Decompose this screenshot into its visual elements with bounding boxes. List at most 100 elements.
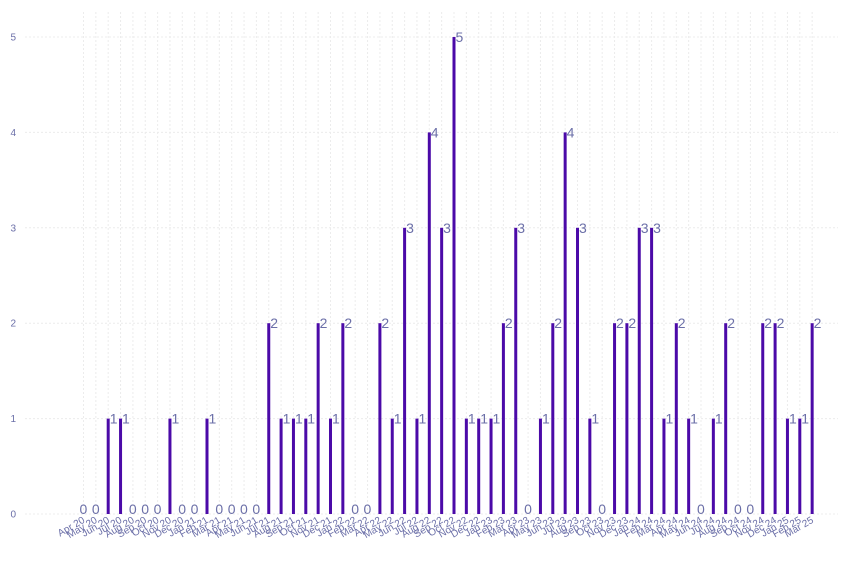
- data-label: 1: [171, 411, 179, 427]
- data-label: 4: [567, 124, 575, 140]
- data-label: 2: [270, 315, 278, 331]
- data-label: 4: [431, 124, 439, 140]
- grid-lines: [25, 12, 838, 515]
- bar: [291, 418, 295, 514]
- y-tick-label: 0: [10, 510, 16, 521]
- data-label: 2: [628, 315, 636, 331]
- bar: [810, 323, 814, 514]
- data-label: 3: [579, 220, 587, 236]
- bar: [168, 418, 172, 514]
- data-label: 3: [641, 220, 649, 236]
- data-label: 1: [493, 411, 501, 427]
- data-label: 0: [228, 501, 236, 517]
- data-label: 1: [332, 411, 340, 427]
- bar: [711, 418, 715, 514]
- y-tick-label: 2: [10, 319, 16, 330]
- bar: [489, 418, 493, 514]
- data-label: 0: [141, 501, 149, 517]
- data-label: 1: [110, 411, 118, 427]
- bar: [329, 418, 332, 514]
- bar: [205, 418, 209, 514]
- bar: [514, 227, 518, 515]
- y-tick-label: 3: [10, 223, 16, 234]
- data-label: 0: [252, 501, 260, 517]
- data-label: 0: [746, 501, 754, 517]
- bar: [440, 227, 444, 515]
- bar: [316, 323, 320, 514]
- y-tick-label: 1: [10, 414, 16, 425]
- data-label: 0: [129, 501, 137, 517]
- bar: [304, 418, 308, 514]
- data-label: 0: [215, 501, 223, 517]
- data-label: 0: [734, 501, 742, 517]
- data-label: 1: [394, 411, 402, 427]
- data-label: 0: [178, 501, 186, 517]
- bar: [687, 418, 691, 514]
- y-tick-label: 4: [10, 128, 16, 139]
- data-label: 2: [554, 315, 562, 331]
- data-label: 2: [764, 315, 772, 331]
- data-label: 0: [598, 501, 606, 517]
- bar: [650, 227, 654, 515]
- data-label: 2: [814, 315, 822, 331]
- bar: [551, 323, 555, 514]
- bar: [724, 323, 728, 514]
- bar: [464, 418, 468, 514]
- data-label: 0: [80, 501, 88, 517]
- bar: [538, 418, 542, 514]
- data-label: 0: [154, 501, 162, 517]
- bar: [761, 323, 765, 514]
- bar: [563, 132, 567, 514]
- data-label: 2: [727, 315, 735, 331]
- bars: [106, 37, 814, 515]
- bar: [662, 418, 666, 514]
- data-label: 5: [456, 29, 464, 45]
- data-label: 1: [480, 411, 488, 427]
- bar: [106, 418, 110, 514]
- bar: [452, 37, 456, 514]
- data-label: 1: [690, 411, 698, 427]
- data-label: 1: [122, 411, 130, 427]
- data-label: 1: [789, 411, 797, 427]
- data-label: 2: [678, 315, 686, 331]
- bar: [674, 323, 678, 514]
- data-label: 1: [283, 411, 291, 427]
- data-label: 1: [542, 411, 550, 427]
- data-label: 1: [801, 411, 809, 427]
- bar: [477, 418, 481, 514]
- data-label: 1: [209, 411, 217, 427]
- data-label: 0: [191, 501, 199, 517]
- data-label: 0: [524, 501, 532, 517]
- data-label: 2: [320, 315, 328, 331]
- data-label: 1: [715, 411, 723, 427]
- bar: [588, 418, 592, 514]
- bar: [390, 418, 394, 514]
- bar: [501, 323, 505, 514]
- data-label: 0: [351, 501, 359, 517]
- data-label: 2: [344, 315, 352, 331]
- data-label: 2: [505, 315, 513, 331]
- bar: [403, 227, 407, 515]
- bar: [576, 227, 579, 515]
- data-label: 0: [364, 501, 372, 517]
- bar: [625, 323, 629, 514]
- data-label: 0: [92, 501, 100, 517]
- data-label: 1: [307, 411, 315, 427]
- data-label: 3: [406, 220, 414, 236]
- bar: [279, 418, 283, 514]
- y-tick-label: 5: [10, 33, 16, 44]
- data-label: 3: [653, 220, 661, 236]
- data-label: 2: [381, 315, 389, 331]
- data-label: 1: [468, 411, 476, 427]
- data-label: 0: [240, 501, 248, 517]
- data-label: 3: [443, 220, 451, 236]
- bar: [378, 323, 382, 514]
- bar: [798, 418, 802, 514]
- data-label: 3: [517, 220, 525, 236]
- data-label: 0: [697, 501, 705, 517]
- data-label: 1: [295, 411, 303, 427]
- bar: [341, 323, 345, 514]
- data-label: 2: [616, 315, 624, 331]
